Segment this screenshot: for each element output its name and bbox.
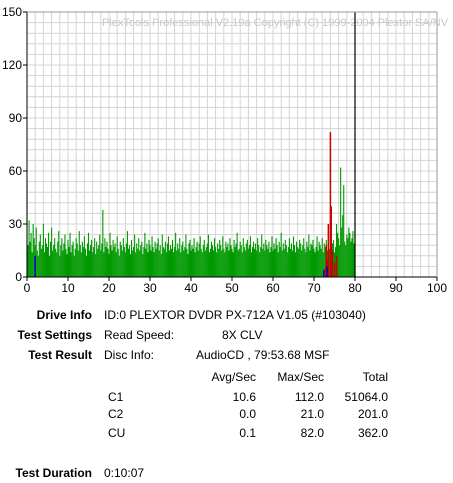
chart-watermark: PlexTools Professional V2.19a Copyright … bbox=[102, 17, 449, 29]
x-tick-label: 60 bbox=[266, 281, 280, 295]
stats-row-cu-avg: 0.1 bbox=[239, 426, 256, 440]
x-tick-label: 20 bbox=[102, 281, 116, 295]
stats-row-cu-name: CU bbox=[108, 426, 126, 440]
stats-row-c2-avg: 0.0 bbox=[239, 407, 256, 421]
y-tick-label: 0 bbox=[15, 270, 22, 284]
stats-header-avg: Avg/Sec bbox=[211, 370, 256, 384]
x-tick-label: 80 bbox=[348, 281, 362, 295]
x-tick-label: 100 bbox=[427, 281, 447, 295]
x-tick-label: 40 bbox=[184, 281, 198, 295]
test-duration-label: Test Duration bbox=[15, 466, 92, 480]
drive-info-value: ID:0 PLEXTOR DVDR PX-712A V1.05 (#103040… bbox=[104, 308, 366, 322]
stats-row-cu-max: 82.0 bbox=[300, 426, 324, 440]
chart-axes: 0 10 20 30 40 50 60 70 80 90 100 0 30 60 90 120 150 bbox=[2, 5, 447, 295]
stats-row-c1-total: 51064.0 bbox=[344, 390, 388, 404]
x-tick-label: 90 bbox=[389, 281, 403, 295]
test-result-label: Test Result bbox=[28, 348, 92, 362]
read-speed-field: Read Speed: bbox=[104, 328, 175, 342]
stats-header-total: Total bbox=[362, 370, 388, 384]
stats-row-c2-name: C2 bbox=[108, 407, 124, 421]
y-tick-label: 60 bbox=[9, 164, 23, 178]
error-chart: PlexTools Professional V2.19a Copyright … bbox=[2, 5, 449, 295]
disc-info-field: Disc Info: bbox=[104, 348, 155, 362]
y-tick-label: 90 bbox=[9, 111, 23, 125]
x-tick-label: 10 bbox=[61, 281, 75, 295]
test-settings-label: Test Settings bbox=[17, 328, 92, 342]
stats-row-c2-max: 21.0 bbox=[300, 407, 324, 421]
stats-row-c1-name: C1 bbox=[108, 390, 124, 404]
stats-header-max: Max/Sec bbox=[277, 370, 324, 384]
y-tick-label: 30 bbox=[9, 217, 23, 231]
test-duration-value: 0:10:07 bbox=[104, 466, 145, 480]
read-speed-value: 8X CLV bbox=[222, 328, 263, 342]
disc-info-value: AudioCD , 79:53.68 MSF bbox=[196, 348, 330, 362]
chart-grid bbox=[26, 11, 438, 278]
x-tick-label: 70 bbox=[307, 281, 321, 295]
y-tick-label: 150 bbox=[2, 5, 22, 19]
x-tick-label: 30 bbox=[143, 281, 157, 295]
stats-row-c2-total: 201.0 bbox=[357, 407, 388, 421]
drive-info-label: Drive Info bbox=[36, 308, 92, 322]
chart-bars bbox=[26, 132, 356, 277]
y-tick-label: 120 bbox=[2, 58, 22, 72]
stats-row-c1-max: 112.0 bbox=[294, 390, 324, 404]
stats-row-c1-avg: 10.6 bbox=[232, 390, 256, 404]
stats-row-cu-total: 362.0 bbox=[357, 426, 388, 440]
x-tick-label: 0 bbox=[24, 281, 31, 295]
x-tick-label: 50 bbox=[225, 281, 239, 295]
